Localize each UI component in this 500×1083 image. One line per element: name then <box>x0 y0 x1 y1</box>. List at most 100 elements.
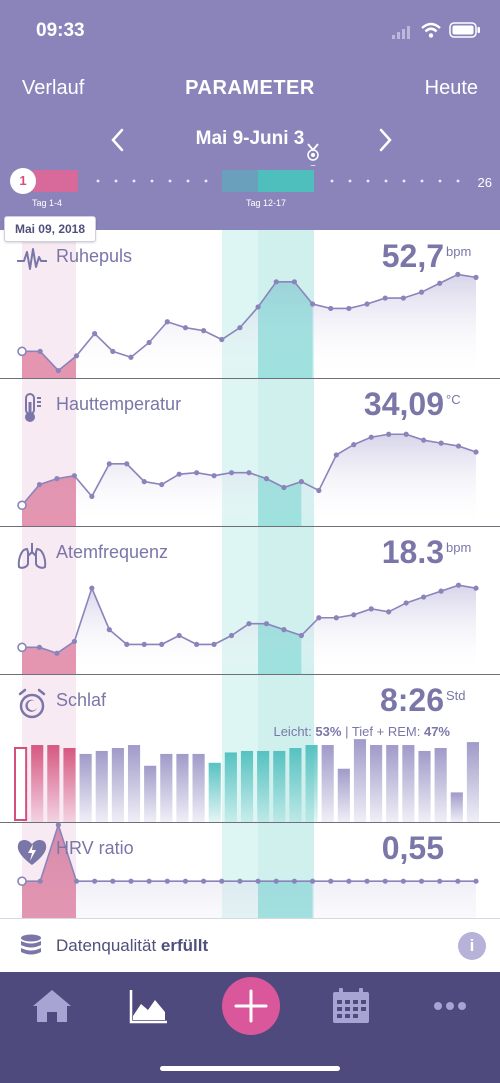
data-point <box>124 461 130 467</box>
data-point <box>473 878 479 884</box>
data-point <box>128 878 134 884</box>
heart-bolt-icon <box>17 839 47 865</box>
phase-fertile-label: Tag 12-17 <box>246 198 287 208</box>
data-point-start <box>17 642 27 653</box>
data-point <box>364 878 370 884</box>
chart-area <box>22 585 476 674</box>
sleep-bar <box>353 739 367 822</box>
data-point <box>176 471 182 477</box>
sleep-bar <box>95 750 108 822</box>
heute-button[interactable]: Heute <box>424 77 478 99</box>
data-point <box>333 452 339 458</box>
calendar-icon[interactable] <box>326 986 376 1026</box>
chart-icon[interactable] <box>123 986 173 1026</box>
data-point <box>141 641 147 647</box>
verlauf-button[interactable]: Verlauf <box>22 77 85 99</box>
data-point <box>382 878 388 884</box>
data-point <box>141 479 147 485</box>
ruhepuls-unit: bpm <box>446 244 472 259</box>
data-quality-bar[interactable]: Datenqualität erfüllt i <box>0 918 500 973</box>
data-point <box>55 368 61 374</box>
sleep-bar <box>144 765 157 822</box>
data-point <box>164 878 170 884</box>
data-point <box>281 627 287 633</box>
data-point <box>328 878 334 884</box>
data-point <box>54 650 60 656</box>
ruhepuls-chart <box>17 271 479 378</box>
data-point <box>298 632 304 639</box>
data-point <box>386 609 392 615</box>
data-point <box>146 878 152 884</box>
sleep-bar <box>176 753 189 822</box>
data-point <box>92 878 98 884</box>
alarm-clock-icon <box>18 688 46 719</box>
schlaf-panel[interactable]: Schlaf 8:26 Std Leicht: 53% | Tief + REM… <box>0 674 500 823</box>
data-point <box>228 470 235 476</box>
chart-area <box>22 434 476 526</box>
phase-period-label: Tag 1-4 <box>32 198 63 208</box>
data-point <box>106 461 112 467</box>
ruhepuls-title: Ruhepuls <box>56 246 133 266</box>
data-point <box>263 476 270 482</box>
ruhepuls-panel[interactable]: Ruhepuls 52,7 bpm <box>0 230 500 379</box>
data-point <box>291 878 297 884</box>
atemfrequenz-value: 18.3 <box>381 534 444 570</box>
more-icon[interactable] <box>425 986 475 1026</box>
sleep-light-label: Leicht: <box>273 724 312 739</box>
cycle-timeline[interactable]: 1 Tag 1-4 Tag 12-17 26 <box>0 143 500 215</box>
chart-area <box>22 824 476 918</box>
data-point <box>403 600 409 606</box>
current-day-marker[interactable]: 1 <box>10 168 36 194</box>
hrv-chart <box>17 822 479 918</box>
sleep-bar <box>257 750 270 822</box>
info-icon[interactable]: i <box>458 932 486 960</box>
data-point <box>455 878 461 884</box>
data-point <box>418 289 425 295</box>
data-quality-label: Datenqualität erfüllt <box>56 936 208 956</box>
data-point <box>211 641 217 647</box>
hrv-panel[interactable]: HRV ratio 0,55 <box>0 822 500 918</box>
add-button[interactable] <box>222 977 280 1035</box>
sleep-bar <box>224 752 237 822</box>
data-point <box>351 612 357 618</box>
schlaf-unit: Std <box>446 688 466 703</box>
data-point <box>219 878 225 884</box>
previous-arrow-icon[interactable] <box>103 126 133 156</box>
data-point <box>237 325 243 331</box>
hauttemperatur-title: Hauttemperatur <box>56 394 182 414</box>
atemfrequenz-unit: bpm <box>446 540 472 555</box>
schlaf-title: Schlaf <box>56 690 107 710</box>
data-point <box>455 271 461 277</box>
data-point-start <box>17 876 27 887</box>
hauttemperatur-panel[interactable]: Hauttemperatur 34,09 °C <box>0 378 500 527</box>
hauttemperatur-unit: °C <box>446 392 461 407</box>
data-point <box>36 481 43 488</box>
hauttemperatur-chart <box>17 431 479 526</box>
data-point <box>71 473 77 479</box>
hauttemperatur-value: 34,09 <box>363 386 444 422</box>
data-point <box>473 449 479 455</box>
data-point <box>437 280 443 286</box>
data-point <box>159 641 165 647</box>
period-area <box>22 351 76 378</box>
sleep-bar <box>386 745 399 822</box>
fertile-area <box>258 623 302 674</box>
data-point <box>438 588 444 594</box>
sleep-bar <box>63 748 76 822</box>
atemfrequenz-chart <box>17 582 479 674</box>
sleep-bar <box>273 750 286 822</box>
data-point <box>364 301 370 307</box>
status-time: 09:33 <box>36 20 85 41</box>
sleep-light-value: 53% <box>315 724 342 739</box>
atemfrequenz-panel[interactable]: Atemfrequenz 18.3 bpm <box>0 526 500 675</box>
sleep-bar <box>402 745 415 822</box>
data-point <box>201 878 207 884</box>
sleep-bar <box>79 753 92 822</box>
data-point <box>403 431 409 437</box>
home-icon[interactable] <box>27 986 77 1026</box>
data-point <box>437 878 443 884</box>
next-arrow-icon[interactable] <box>370 126 400 156</box>
data-quality-text: Datenqualität <box>56 936 157 955</box>
data-point <box>55 822 61 828</box>
parameter-list: Ruhepuls 52,7 bpm Hauttemperatur 34,09 °… <box>0 230 500 918</box>
